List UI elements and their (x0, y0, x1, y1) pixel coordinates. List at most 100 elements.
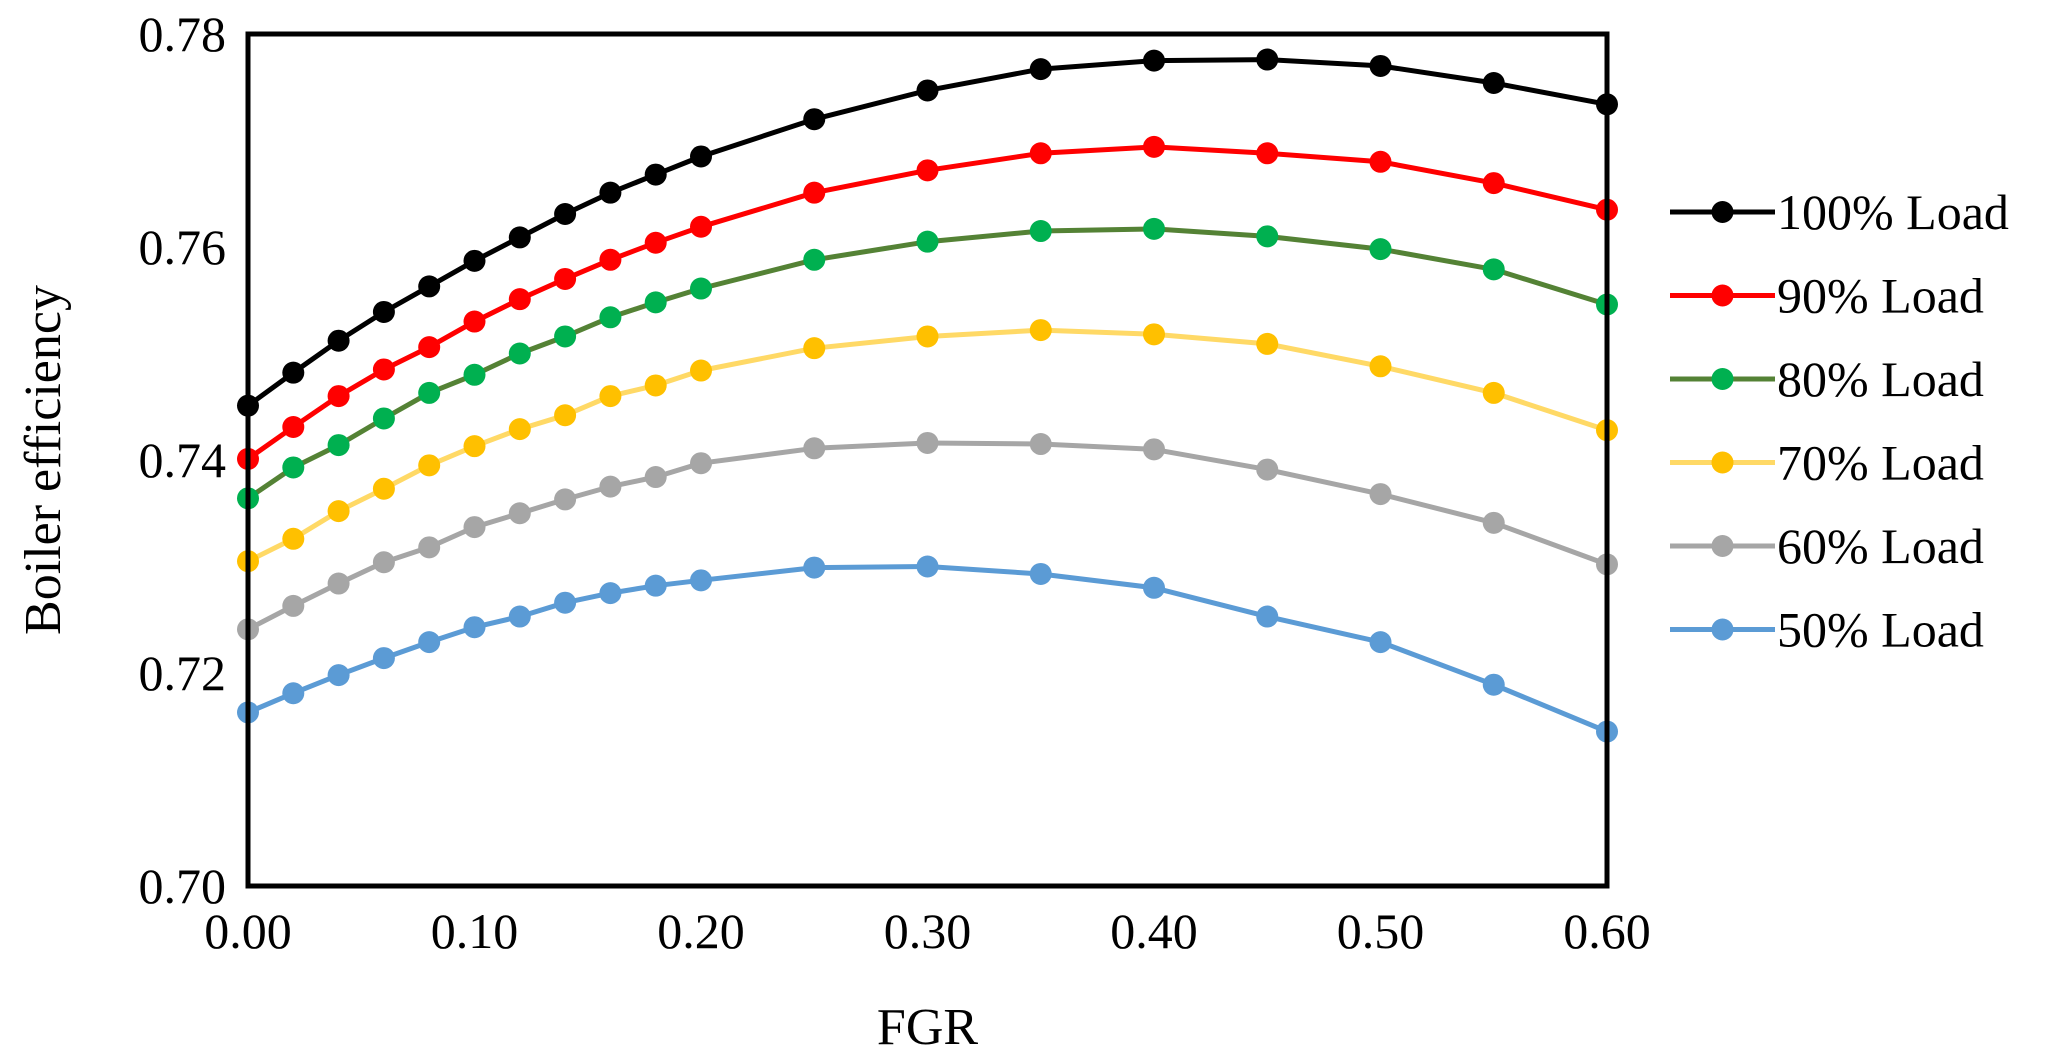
data-point (1482, 511, 1505, 534)
data-point (508, 502, 531, 525)
data-point (803, 437, 826, 460)
data-point (418, 536, 441, 559)
data-point (282, 682, 305, 705)
data-point (1143, 217, 1165, 240)
data-point (327, 664, 350, 687)
plot-area-border (245, 31, 1610, 889)
data-point (372, 477, 395, 500)
x-tick-label: 0.40 (1110, 903, 1198, 959)
data-point (916, 159, 939, 182)
data-point (508, 342, 531, 365)
x-tick-label: 0.60 (1563, 903, 1651, 959)
x-tick-label: 0.10 (431, 903, 519, 959)
legend-label: 50% Load (1777, 602, 1984, 658)
data-point (1029, 562, 1052, 585)
x-axis-tick-labels: 0.00 0.10 0.20 0.30 0.40 0.50 0.60 (204, 903, 1651, 959)
data-point (508, 418, 531, 441)
data-point (1482, 172, 1505, 195)
data-point (418, 336, 441, 359)
data-point (463, 310, 486, 333)
data-point (508, 226, 531, 249)
data-point (1143, 135, 1165, 158)
data-point (1256, 605, 1279, 628)
legend-item: 70% Load (1670, 435, 1984, 491)
legend-label: 60% Load (1777, 518, 1984, 574)
data-point (599, 475, 622, 498)
data-point (327, 500, 350, 523)
data-point (1369, 631, 1392, 654)
data-point (282, 594, 305, 617)
data-point (372, 647, 395, 670)
data-point (1256, 48, 1279, 71)
data-point (554, 591, 577, 614)
data-point (1256, 458, 1279, 481)
data-point (418, 381, 441, 404)
data-point (327, 572, 350, 595)
data-point (803, 337, 826, 360)
data-point (690, 359, 712, 382)
data-point (916, 325, 939, 348)
data-point (803, 248, 826, 271)
x-tick-label: 0.20 (657, 903, 745, 959)
data-point (1143, 576, 1165, 599)
data-point (372, 551, 395, 574)
data-point (690, 145, 712, 168)
data-point (1256, 142, 1279, 165)
data-point (690, 452, 712, 475)
data-point (803, 108, 826, 131)
legend: 100% Load 90% Load 80% Load 70% Load 60% Loa… (1670, 184, 2009, 658)
legend-marker (1711, 618, 1734, 641)
data-point (418, 631, 441, 654)
legend-item: 90% Load (1670, 268, 1984, 324)
data-point (1029, 220, 1052, 243)
data-point (554, 202, 577, 225)
data-point (1256, 332, 1279, 355)
legend-label: 80% Load (1777, 351, 1984, 407)
x-tick-label: 0.00 (204, 903, 292, 959)
data-point (327, 434, 350, 457)
data-point (1482, 71, 1505, 94)
legend-label: 90% Load (1777, 268, 1984, 324)
y-tick-label: 0.78 (139, 6, 227, 62)
data-point (282, 415, 305, 438)
data-point (1143, 438, 1165, 461)
data-point (327, 385, 350, 408)
y-tick-label: 0.74 (139, 432, 227, 488)
y-tick-label: 0.72 (139, 645, 227, 701)
data-point (372, 358, 395, 381)
data-point (327, 329, 350, 352)
data-point (599, 181, 622, 204)
data-point (644, 374, 667, 397)
data-point (372, 407, 395, 430)
data-point (1369, 54, 1392, 77)
data-point (916, 79, 939, 102)
data-point (916, 230, 939, 253)
data-point (554, 267, 577, 290)
data-point (803, 556, 826, 579)
series-70-load (237, 319, 1618, 573)
y-tick-label: 0.76 (139, 219, 227, 275)
data-point (1029, 319, 1052, 342)
data-point (1029, 142, 1052, 165)
data-point (282, 456, 305, 479)
data-point (282, 361, 305, 384)
legend-marker (1711, 535, 1734, 557)
data-point (418, 454, 441, 477)
legend-marker (1711, 201, 1734, 223)
y-tick-label: 0.70 (139, 858, 227, 914)
data-point (1143, 323, 1165, 346)
legend-item: 100% Load (1670, 184, 2009, 240)
data-point (916, 431, 939, 454)
data-point (1369, 150, 1392, 173)
data-point (1029, 58, 1052, 81)
data-point (644, 163, 667, 186)
data-point (554, 404, 577, 427)
data-point (282, 527, 305, 550)
data-point (644, 574, 667, 597)
data-point (599, 385, 622, 408)
data-point (508, 605, 531, 628)
legend-label: 100% Load (1777, 184, 2009, 240)
legend-item: 50% Load (1670, 602, 1984, 658)
series-100-load (237, 48, 1618, 417)
